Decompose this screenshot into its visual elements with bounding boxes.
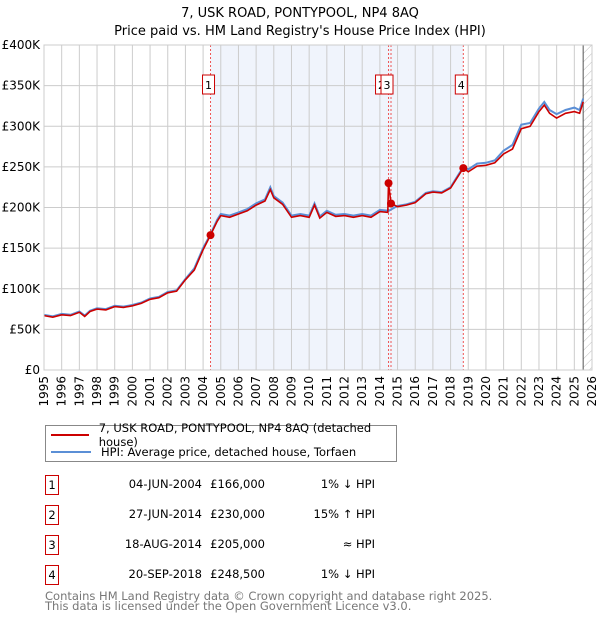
y-tick-label: £200K bbox=[2, 201, 42, 215]
x-tick-label: 2012 bbox=[338, 376, 352, 407]
sale-point bbox=[459, 164, 468, 173]
x-tick-label: 1995 bbox=[37, 376, 51, 407]
sale-label-box bbox=[454, 74, 468, 95]
x-tick-label: 1998 bbox=[90, 376, 104, 407]
x-tick-label: 2018 bbox=[444, 376, 458, 407]
price-chart: 1995 1996 1997 1998 1999 2000 2001 2002 2003 2004… bbox=[2, 38, 599, 407]
x-tick-label: 2025 bbox=[567, 376, 581, 407]
sale-point bbox=[206, 231, 215, 240]
sale-label-1: 1 bbox=[202, 74, 216, 95]
sale-number-badge: 1 bbox=[45, 475, 59, 495]
x-tick-label: 2011 bbox=[320, 376, 334, 407]
chart-title: 7, USK ROAD, PONTYPOOL, NP4 8AQ bbox=[181, 6, 419, 21]
legend-item-hpi: HPI: Average price, detached house, Torf… bbox=[46, 444, 356, 460]
x-tick-label: 2001 bbox=[143, 376, 157, 407]
x-tick-label: 2013 bbox=[355, 376, 369, 407]
y-tick-label: £150K bbox=[2, 241, 42, 255]
x-tick-label: 2009 bbox=[284, 376, 298, 407]
legend-item-property: 7, USK ROAD, PONTYPOOL, NP4 8AQ (detache… bbox=[46, 421, 396, 449]
x-tick-label: 2017 bbox=[426, 376, 440, 407]
x-tick-label: 2005 bbox=[214, 376, 228, 407]
y-tick-label: £100K bbox=[2, 282, 42, 296]
sale-label-box bbox=[380, 74, 394, 95]
x-tick-label: 2022 bbox=[514, 376, 528, 407]
sale-label-number: 1 bbox=[205, 79, 212, 92]
sale-hpi-comparison: 15% ↑ HPI bbox=[313, 507, 375, 521]
sale-label-4: 4 bbox=[454, 74, 468, 95]
plot-border bbox=[43, 44, 593, 371]
y-tick-label: £350K bbox=[2, 79, 42, 93]
sale-number-badge: 2 bbox=[45, 505, 59, 525]
x-tick-label: 2008 bbox=[267, 376, 281, 407]
sale-date: 04-JUN-2004 bbox=[128, 477, 202, 491]
sale-row: 2 27-JUN-2014 £230,000 15% ↑ HPI bbox=[45, 505, 375, 525]
sale-date: 27-JUN-2014 bbox=[128, 507, 202, 521]
sale-price: £248,500 bbox=[210, 567, 265, 581]
legend-label: HPI: Average price, detached house, Torf… bbox=[101, 445, 357, 459]
sale-label-box bbox=[202, 74, 216, 95]
x-tick-label: 2006 bbox=[231, 376, 245, 407]
chart-subtitle: Price paid vs. HM Land Registry's House … bbox=[114, 24, 486, 39]
legend-swatch-blue bbox=[51, 451, 91, 453]
sale-hpi-comparison: 1% ↓ HPI bbox=[320, 567, 375, 581]
x-tick-label: 2000 bbox=[125, 376, 139, 407]
sale-hpi-comparison: 1% ↓ HPI bbox=[320, 477, 375, 491]
x-tick-label: 2007 bbox=[249, 376, 263, 407]
sale-point bbox=[384, 179, 393, 188]
y-tick-label: £250K bbox=[2, 160, 42, 174]
sale-label-3: 3 bbox=[380, 74, 394, 95]
x-tick-label: 2021 bbox=[497, 376, 511, 407]
sale-row: 4 20-SEP-2018 £248,500 1% ↓ HPI bbox=[45, 565, 375, 585]
x-tick-label: 1997 bbox=[72, 376, 86, 407]
legend-label: 7, USK ROAD, PONTYPOOL, NP4 8AQ (detache… bbox=[98, 421, 372, 449]
x-tick-label: 2004 bbox=[196, 376, 210, 407]
y-tick-label: £400K bbox=[2, 38, 42, 52]
x-tick-label: 2026 bbox=[585, 376, 599, 407]
y-tick-label: £300K bbox=[2, 119, 42, 133]
footer-licence: This data is licensed under the Open Gov… bbox=[45, 599, 412, 613]
y-tick-label: £0 bbox=[25, 363, 40, 377]
x-tick-label: 2003 bbox=[178, 376, 192, 407]
x-tick-label: 1999 bbox=[108, 376, 122, 407]
sale-hpi-comparison: ≈ HPI bbox=[342, 537, 375, 551]
sale-row: 3 18-AUG-2014 £205,000 ≈ HPI bbox=[45, 535, 375, 555]
legend-swatch-red bbox=[51, 434, 89, 436]
x-tick-label: 1996 bbox=[55, 376, 69, 407]
sale-date: 18-AUG-2014 bbox=[124, 537, 202, 551]
x-tick-label: 2016 bbox=[408, 376, 422, 407]
footer-copyright: Contains HM Land Registry data © Crown c… bbox=[45, 589, 493, 603]
x-tick-label: 2014 bbox=[373, 376, 387, 407]
x-tick-label: 2023 bbox=[532, 376, 546, 407]
price-paid-line bbox=[43, 101, 584, 319]
sale-number-badge: 3 bbox=[45, 535, 59, 555]
sale-price: £166,000 bbox=[210, 477, 265, 491]
sale-row: 1 04-JUN-2004 £166,000 1% ↓ HPI bbox=[45, 475, 375, 495]
sale-price: £205,000 bbox=[210, 537, 265, 551]
sale-date: 20-SEP-2018 bbox=[128, 567, 202, 581]
x-tick-label: 2002 bbox=[161, 376, 175, 407]
x-tick-label: 2010 bbox=[302, 376, 316, 407]
sale-label-number: 4 bbox=[458, 79, 465, 92]
x-tick-label: 2020 bbox=[479, 376, 493, 407]
sale-price: £230,000 bbox=[210, 507, 265, 521]
sale-number-badge: 4 bbox=[45, 565, 59, 585]
x-tick-label: 2024 bbox=[550, 376, 564, 407]
legend: 7, USK ROAD, PONTYPOOL, NP4 8AQ (detache… bbox=[45, 421, 397, 462]
sale-label-number: 3 bbox=[384, 79, 391, 92]
y-tick-label: £50K bbox=[9, 322, 41, 336]
sale-point bbox=[387, 199, 396, 208]
x-tick-label: 2015 bbox=[391, 376, 405, 407]
x-tick-label: 2019 bbox=[461, 376, 475, 407]
